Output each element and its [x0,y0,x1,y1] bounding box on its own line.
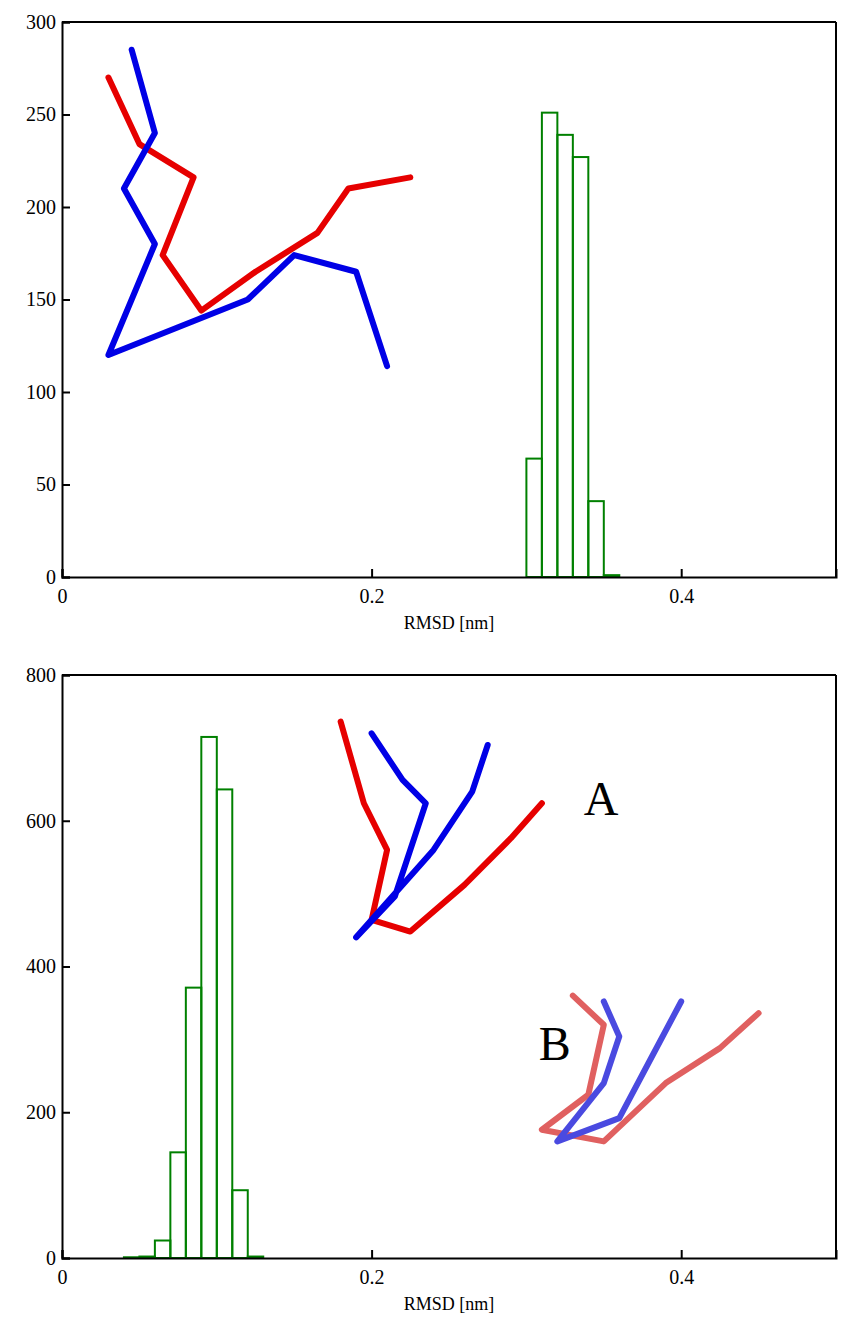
y-axis: 0 50 100 150 200 250 300 [26,11,70,588]
x-axis-line [63,1250,837,1259]
y-tick-mark [62,966,70,968]
x-axis-title: RMSD [nm] [404,1294,495,1314]
x-tick: 0.4 [669,1250,694,1288]
y-tick: 50 [36,473,70,495]
molecule-sketch [341,722,542,932]
y-tick-mark [62,1258,70,1260]
molecule-sketch [108,50,387,366]
y-tick-mark [62,22,70,24]
x-tick-mark [681,569,683,577]
y-tick-mark [62,392,70,394]
y-tick-mark [62,114,70,116]
y-tick: 200 [26,196,70,218]
y-tick: 100 [26,381,70,403]
y-tick: 600 [26,810,70,832]
figure: 0 0.2 0.4 0 50 100 150 200 250 300 RMSD [nm] 0 0.2 0.… [0,0,847,1321]
molecule-sketch [557,1001,681,1141]
x-tick-label: 0 [58,585,68,607]
panel: 0 0.2 0.4 0 50 100 150 200 250 300 RMSD [nm] [26,11,837,633]
panel: 0 0.2 0.4 0 200 400 600 800 RMSD [nm] A B [26,664,837,1314]
y-tick: 400 [26,955,70,977]
x-axis: 0 0.2 0.4 [58,569,837,607]
panel-annotation: B [539,1017,571,1070]
molecule-sketch [542,996,759,1142]
y-tick-label: 250 [26,103,56,125]
x-axis-line [63,569,837,578]
histogram-bar [573,157,588,577]
x-axis-title: RMSD [nm] [404,613,495,633]
x-tick-label: 0.4 [669,1266,694,1288]
histogram-bar [232,1190,247,1258]
histogram-bar [588,501,603,577]
y-axis-line [63,23,71,578]
x-tick-label: 0.4 [669,585,694,607]
y-axis-line [63,676,71,1259]
frame-right [835,22,837,577]
y-tick: 250 [26,103,70,125]
y-tick-label: 100 [26,381,56,403]
x-tick-label: 0.2 [360,1266,385,1288]
molecule-sketch [356,733,488,937]
y-tick-mark [62,577,70,579]
histogram-bar [217,789,232,1258]
y-tick-label: 400 [26,955,56,977]
panel-annotation: A [584,772,619,825]
y-tick-mark [62,820,70,822]
y-tick: 800 [26,664,70,686]
x-tick: 0.4 [669,569,694,607]
y-tick-label: 200 [26,196,56,218]
y-tick-mark [62,1112,70,1114]
y-tick: 200 [26,1101,70,1123]
y-tick-label: 150 [26,288,56,310]
y-tick-label: 800 [26,664,56,686]
histogram-bar [526,459,541,577]
x-axis: 0 0.2 0.4 [58,1250,837,1288]
histogram-bar [186,988,201,1258]
y-tick: 0 [46,1247,70,1269]
y-tick: 0 [46,566,70,588]
x-tick-mark [371,1250,373,1258]
y-tick-label: 300 [26,11,56,33]
histogram-bar [155,1241,170,1258]
x-tick: 0.2 [360,569,385,607]
frame-top [62,674,836,676]
y-tick-mark [62,207,70,209]
histogram-bar [542,113,557,577]
y-tick-label: 0 [46,1247,56,1269]
y-tick-label: 50 [36,473,56,495]
histogram-bar [557,135,572,577]
x-tick-label: 0.2 [360,585,385,607]
x-tick-label: 0 [58,1266,68,1288]
y-tick-label: 600 [26,810,56,832]
molecule-sketch [108,78,410,311]
x-tick-mark [371,569,373,577]
y-tick-mark [62,675,70,677]
y-tick-mark [62,484,70,486]
frame-top [62,21,836,23]
y-tick: 300 [26,11,70,33]
bars [124,737,263,1258]
y-tick-label: 200 [26,1101,56,1123]
x-tick: 0.2 [360,1250,385,1288]
x-tick-mark [681,1250,683,1258]
histogram-bar [201,737,216,1258]
histogram-bar [170,1152,185,1258]
y-axis: 0 200 400 600 800 [26,664,70,1269]
y-tick-mark [62,299,70,301]
y-tick: 150 [26,288,70,310]
frame-right [835,675,837,1258]
y-tick-label: 0 [46,566,56,588]
bars [526,113,619,577]
